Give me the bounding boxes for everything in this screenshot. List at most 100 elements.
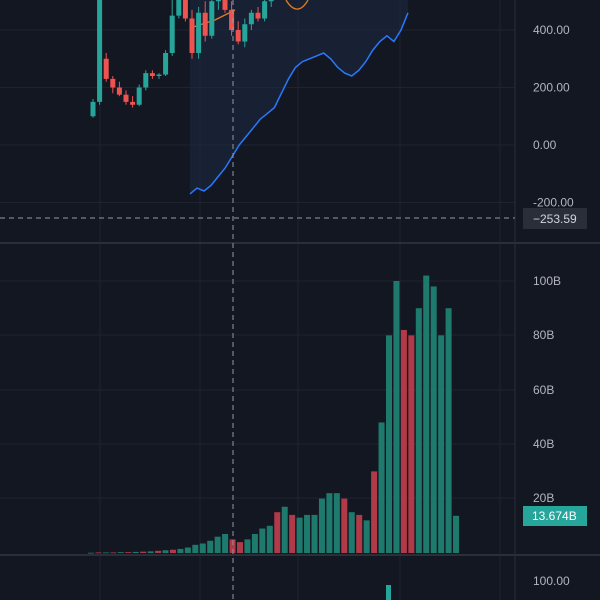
- volume-bar: [393, 281, 400, 553]
- price-tick-label: 400.00: [533, 23, 570, 37]
- volume-bar: [162, 550, 169, 553]
- volume-bar: [266, 525, 273, 553]
- volume-bar: [311, 514, 318, 553]
- volume-tick-label: 20B: [533, 491, 554, 505]
- price-tick-label: 0.00: [533, 138, 557, 152]
- volume-bar: [132, 551, 139, 553]
- candle-body: [255, 12, 261, 19]
- volume-last-value: 13.674B: [532, 509, 577, 523]
- price-orange-line-right: [285, 0, 309, 10]
- candle-body: [222, 0, 228, 10]
- candle-body: [209, 1, 215, 36]
- candlestick-series: [90, 0, 274, 118]
- candle-body: [176, 0, 182, 16]
- crosshair-price-value: −253.59: [533, 212, 577, 226]
- volume-bar: [207, 540, 214, 553]
- bottom-tick-label: 100.00: [533, 574, 570, 588]
- volume-bar: [199, 543, 206, 553]
- volume-bar: [237, 542, 243, 553]
- volume-bar: [415, 308, 422, 553]
- volume-bar: [356, 514, 363, 553]
- volume-bar: [251, 533, 258, 553]
- candle-body: [90, 101, 96, 117]
- price-line-area: [190, 0, 408, 194]
- volume-bar: [184, 547, 191, 553]
- volume-bar: [155, 550, 162, 553]
- candle-body: [182, 0, 188, 19]
- volume-bar: [326, 493, 333, 553]
- volume-bar: [445, 308, 452, 553]
- volume-bar: [378, 422, 385, 553]
- volume-bar: [214, 536, 221, 553]
- volume-tick-label: 80B: [533, 328, 554, 342]
- volume-bar: [423, 275, 430, 553]
- volume-bar: [348, 512, 355, 553]
- volume-bar: [244, 539, 251, 553]
- candle-body: [149, 73, 155, 76]
- candle-body: [103, 58, 109, 79]
- candle-body: [215, 0, 221, 2]
- price-blue-line-path: [189, 12, 409, 195]
- volume-bar: [125, 552, 132, 553]
- candle-body: [143, 73, 149, 88]
- volume-bar: [438, 335, 445, 553]
- price-blue-line: [189, 12, 409, 195]
- candle-body: [97, 0, 103, 102]
- volume-bar: [408, 335, 415, 553]
- candle-body: [156, 74, 162, 76]
- volume-bar: [169, 549, 176, 553]
- candle-body: [123, 94, 129, 102]
- volume-bar: [140, 551, 147, 553]
- volume-tick-label: 60B: [533, 383, 554, 397]
- volume-bar: [192, 544, 199, 553]
- volume-bar: [177, 548, 184, 553]
- volume-bar: [400, 329, 407, 553]
- volume-series: [88, 275, 460, 554]
- volume-bar: [304, 514, 311, 553]
- volume-bar: [318, 498, 325, 553]
- volume-tick-label: 40B: [533, 437, 554, 451]
- candle-body: [163, 53, 169, 75]
- bottom-pane-bar: [386, 585, 391, 600]
- volume-tick-label: 100B: [533, 274, 561, 288]
- candle-body: [110, 78, 116, 88]
- candle-body: [136, 87, 142, 105]
- volume-bar: [371, 471, 378, 553]
- volume-bar: [147, 551, 154, 553]
- volume-bar: [289, 514, 296, 553]
- volume-last-tag: [523, 506, 587, 526]
- volume-bar: [341, 498, 348, 553]
- price-line-fill: [190, 0, 408, 194]
- candle-body: [189, 18, 195, 53]
- volume-bar: [102, 552, 109, 554]
- candle-body: [169, 15, 175, 53]
- price-tick-label: -200.00: [533, 196, 574, 210]
- candle-body: [248, 12, 254, 25]
- volume-bar: [274, 512, 281, 553]
- volume-bar: [296, 517, 303, 553]
- candle-body: [229, 9, 235, 30]
- volume-bar: [117, 552, 124, 553]
- volume-bar: [386, 335, 392, 553]
- volume-bar: [95, 552, 102, 554]
- price-axis: 400.00 200.00 0.00 -200.00 100B 80B 60B 40B 20B 1…: [523, 23, 587, 588]
- volume-bar: [333, 493, 340, 553]
- volume-bar: [281, 506, 288, 553]
- volume-bar: [88, 552, 94, 554]
- candle-body: [262, 1, 268, 19]
- bottom-pane: [386, 585, 391, 600]
- candle-body: [242, 24, 248, 42]
- price-tick-label: 200.00: [533, 81, 570, 95]
- volume-bar: [259, 528, 266, 553]
- candle-body: [196, 12, 202, 53]
- candle-body: [116, 87, 122, 95]
- volume-bar: [363, 520, 370, 553]
- candle-body: [268, 0, 274, 2]
- crosshair: [0, 0, 515, 600]
- crosshair-price-tag: [523, 208, 587, 229]
- volume-bar: [110, 552, 117, 554]
- candle-body: [130, 101, 136, 105]
- volume-bar: [222, 533, 229, 553]
